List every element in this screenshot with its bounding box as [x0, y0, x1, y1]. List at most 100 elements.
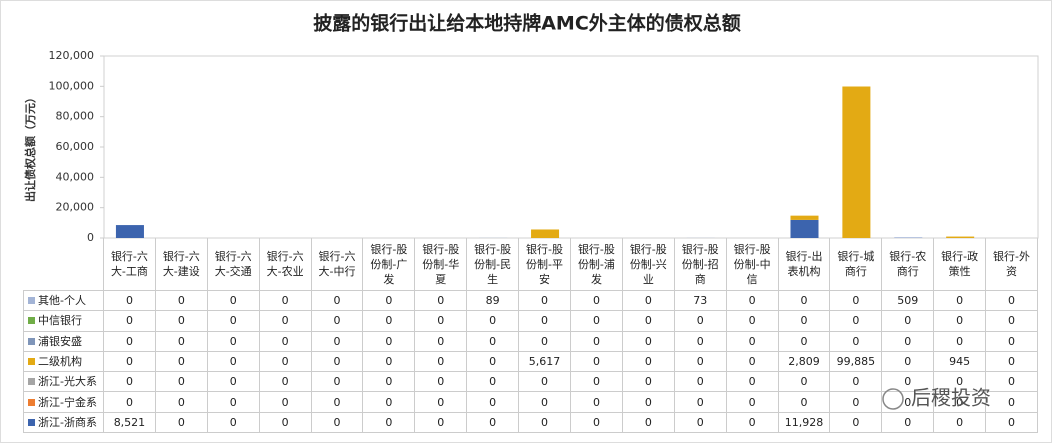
table-value: 0 [519, 331, 571, 352]
table-value: 0 [415, 351, 468, 373]
table-value: 0 [882, 331, 935, 352]
table-value: 0 [363, 372, 416, 393]
table-value: 0 [830, 372, 883, 393]
table-value: 0 [363, 392, 416, 413]
table-value: 99,885 [830, 351, 883, 373]
bar-segment [531, 229, 560, 238]
table-value: 0 [155, 412, 208, 433]
table-value: 0 [207, 372, 260, 393]
table-value: 509 [882, 291, 935, 312]
x-tick-label: 银行-城商行 [830, 238, 883, 291]
table-value: 0 [622, 392, 675, 413]
x-tick-label: 银行-农商行 [882, 238, 935, 291]
x-tick-label: 银行-股份制-平安 [519, 238, 571, 291]
table-value: 0 [571, 351, 623, 373]
table-value: 0 [415, 291, 468, 312]
x-tick-label: 银行-六大-中行 [311, 238, 364, 291]
table-value: 0 [155, 392, 208, 413]
table-value: 0 [882, 412, 935, 433]
table-value: 0 [986, 412, 1038, 433]
x-tick-label: 银行-外资 [986, 238, 1038, 291]
table-value: 0 [726, 291, 779, 312]
table-value: 0 [207, 311, 260, 332]
table-value: 0 [415, 372, 468, 393]
legend-label: 浦银安盛 [38, 334, 82, 348]
table-value: 0 [674, 372, 727, 393]
table-value: 11,928 [778, 412, 831, 433]
table-value: 0 [259, 351, 312, 373]
table-corner [23, 238, 104, 291]
x-tick-label: 银行-股份制-兴业 [622, 238, 675, 291]
chart-title: 披露的银行出让给本地持牌AMC外主体的债权总额 [313, 12, 741, 35]
table-value: 0 [571, 311, 623, 332]
table-value: 0 [622, 331, 675, 352]
table-value: 0 [778, 331, 831, 352]
table-value: 0 [467, 392, 520, 413]
table-value: 0 [259, 291, 312, 312]
table-value: 0 [311, 372, 364, 393]
table-value: 0 [104, 351, 156, 373]
table-value: 0 [207, 392, 260, 413]
table-value: 0 [104, 331, 156, 352]
legend-swatch [28, 357, 35, 365]
x-tick-label: 银行-股份制-广发 [363, 238, 416, 291]
table-value: 8,521 [104, 412, 156, 433]
table-value: 0 [155, 311, 208, 332]
table-value: 0 [104, 311, 156, 332]
bar-segment [842, 86, 871, 238]
table-value: 0 [726, 351, 779, 373]
table-value: 0 [311, 392, 364, 413]
table-value: 0 [155, 351, 208, 373]
x-tick-label: 银行-股份制-中信 [726, 238, 779, 291]
table-value: 5,617 [519, 351, 571, 373]
table-value: 0 [311, 311, 364, 332]
table-value: 0 [726, 372, 779, 393]
y-tick-label: 120,000 [49, 49, 95, 62]
x-tick-label: 银行-六大-农业 [259, 238, 312, 291]
table-value: 0 [363, 311, 416, 332]
table-value: 0 [207, 331, 260, 352]
table-value: 0 [571, 392, 623, 413]
table-value: 0 [311, 331, 364, 352]
y-tick-label: 0 [87, 231, 94, 244]
legend-entry: 中信银行 [23, 311, 104, 332]
legend-entry: 浙江-浙商系 [23, 412, 104, 433]
table-value: 0 [311, 291, 364, 312]
y-tick-label: 80,000 [56, 110, 95, 123]
table-value: 0 [934, 392, 987, 413]
bar-segment [790, 219, 819, 238]
table-value: 0 [363, 412, 416, 433]
table-value: 0 [934, 412, 987, 433]
table-value: 0 [830, 291, 883, 312]
table-value: 0 [207, 412, 260, 433]
legend-swatch [28, 297, 35, 305]
table-value: 0 [259, 392, 312, 413]
table-value: 0 [363, 291, 416, 312]
table-value: 0 [830, 331, 883, 352]
table-value: 0 [571, 372, 623, 393]
table-value: 0 [207, 351, 260, 373]
table-value: 0 [882, 392, 935, 413]
table-value: 0 [726, 412, 779, 433]
table-value: 0 [934, 311, 987, 332]
bar-segment [894, 237, 923, 238]
table-value: 0 [467, 351, 520, 373]
table-value: 0 [571, 412, 623, 433]
legend-label: 中信银行 [38, 314, 82, 328]
table-value: 0 [467, 372, 520, 393]
table-value: 0 [726, 392, 779, 413]
table-value: 0 [467, 331, 520, 352]
table-value: 0 [986, 351, 1038, 373]
legend-label: 其他-个人 [38, 294, 86, 308]
table-value: 0 [519, 372, 571, 393]
table-value: 0 [311, 351, 364, 373]
x-tick-label: 银行-政策性 [934, 238, 987, 291]
table-value: 0 [207, 291, 260, 312]
table-value: 73 [674, 291, 727, 312]
table-value: 0 [415, 392, 468, 413]
watermark-icon [882, 388, 904, 410]
x-tick-label: 银行-六大-建设 [155, 238, 208, 291]
table-value: 0 [104, 392, 156, 413]
table-value: 0 [674, 392, 727, 413]
